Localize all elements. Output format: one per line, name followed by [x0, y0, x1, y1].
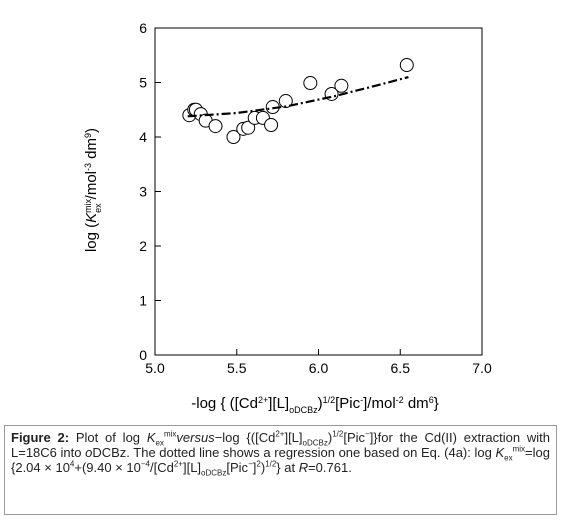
caption-part: −4: [140, 459, 150, 469]
caption-part: Plot of log: [69, 430, 147, 445]
caption-part: mix: [512, 444, 526, 454]
label-part: dm: [404, 395, 429, 412]
caption-part: ): [327, 430, 333, 445]
caption-part: 2+: [275, 429, 285, 439]
caption-part: K: [495, 445, 505, 460]
x-tick-label: 6.5: [391, 360, 411, 376]
y-tick-label: 6: [139, 20, 147, 36]
label-part: ): [83, 128, 100, 133]
caption-part: Figure 2:: [11, 430, 70, 445]
data-point: [208, 119, 223, 134]
caption-part: ][L]: [284, 430, 303, 445]
x-tick-label: 5.5: [227, 360, 247, 376]
label-part: 9: [83, 133, 93, 138]
label-part: oDCBz: [289, 405, 318, 415]
caption-part: o: [85, 445, 93, 460]
y-axis-label: log (Kmixex/mol-3 dm9): [83, 128, 103, 252]
label-part: dm: [83, 138, 100, 163]
data-point: [241, 120, 256, 135]
caption-part: [Pic: [226, 460, 249, 475]
caption-part: ex: [504, 453, 513, 463]
caption-part: versus: [176, 430, 215, 445]
caption-part: −: [248, 459, 253, 469]
figure-caption: Figure 2: Plot of log Kexmixversus−log {…: [4, 425, 557, 515]
data-point: [334, 78, 349, 93]
label-part: ]/mol: [363, 395, 396, 412]
caption-part: DCBz. The dotted line shows a regression…: [92, 445, 496, 460]
x-tick-label: 5.0: [145, 360, 165, 376]
caption-part: 2+: [173, 459, 183, 469]
caption-part: R: [298, 460, 309, 475]
x-tick-label: 6.0: [309, 360, 329, 376]
x-tick-label: 7.0: [472, 360, 492, 376]
y-tick-label: 4: [139, 129, 147, 145]
data-point: [399, 58, 414, 73]
caption-part: K: [146, 430, 156, 445]
label-part: 6: [429, 395, 434, 405]
caption-part: ]: [252, 460, 257, 475]
caption-part: oDCBz: [201, 468, 227, 478]
caption-part: 1/2: [332, 429, 344, 439]
caption-part: mix: [163, 429, 177, 439]
label-part: 1/2: [323, 395, 336, 405]
y-tick-label: 1: [139, 293, 147, 309]
caption-part: ): [260, 460, 266, 475]
label-part: -2: [396, 395, 404, 405]
caption-part: 1/2: [265, 459, 277, 469]
label-part: -3: [83, 163, 93, 171]
caption-part: −log {([Cd: [214, 430, 276, 445]
label-part: ][L]: [268, 395, 289, 412]
label-part: }: [434, 395, 439, 412]
caption-part: oDCBz: [302, 438, 328, 448]
label-part: ): [318, 395, 323, 412]
data-point: [264, 118, 279, 133]
caption-part: −: [365, 429, 370, 439]
chart: -log { ([Cd2+][L]oDCBz)1/2[Pic-]/mol-2 d…: [83, 20, 492, 415]
caption-part: [Pic: [343, 430, 366, 445]
label-part: /mol: [83, 171, 100, 199]
y-tick-label: 5: [139, 75, 147, 91]
caption-part: +(9.40 × 10: [74, 460, 141, 475]
label-part: -: [360, 395, 363, 405]
regression-line: [187, 75, 409, 118]
y-tick-label: 3: [139, 184, 147, 200]
caption-part: 2: [256, 459, 261, 469]
label-part: K: [83, 212, 100, 223]
plot-frame: [154, 27, 483, 356]
data-point: [303, 76, 318, 91]
caption-part: /[Cd: [150, 460, 174, 475]
label-part: 2+: [258, 395, 268, 405]
label-part: ex: [93, 203, 103, 213]
caption-part: =0.761.: [308, 460, 352, 475]
y-tick-label: 0: [139, 347, 147, 363]
caption-part: ][L]: [182, 460, 202, 475]
y-tick-label: 2: [139, 238, 147, 254]
caption-part: =log {2.04 × 10: [11, 445, 550, 475]
label-part: -log { ([Cd: [191, 395, 258, 412]
label-part: log (: [83, 223, 100, 252]
label-part: [Pic: [335, 395, 361, 412]
caption-part: } at: [276, 460, 299, 475]
caption-part: 4: [69, 459, 75, 469]
caption-part: ex: [155, 438, 164, 448]
x-axis-label: -log { ([Cd2+][L]oDCBz)1/2[Pic-]/mol-2 d…: [191, 395, 438, 415]
caption-part: ]}for the Cd(II) extraction with L=18C6 …: [11, 430, 551, 460]
label-part: mix: [83, 198, 93, 212]
data-point: [226, 130, 241, 144]
